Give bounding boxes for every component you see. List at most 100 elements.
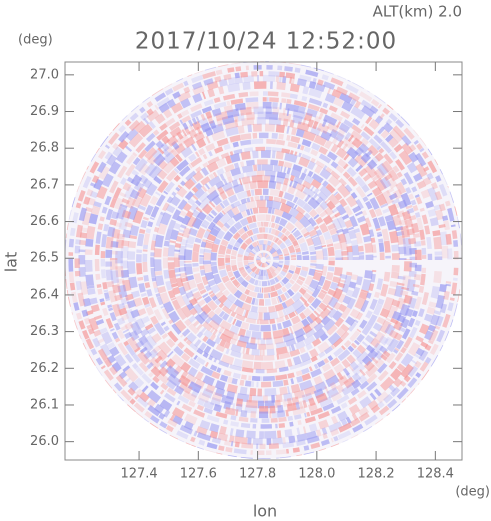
field-cell [418, 308, 425, 318]
field-cell [322, 402, 335, 412]
field-cell [288, 311, 297, 319]
field-cell [209, 327, 215, 334]
field-cell [359, 380, 370, 390]
field-cell [357, 374, 368, 384]
field-cell [150, 240, 157, 251]
field-cell [215, 344, 226, 353]
field-cell [315, 392, 328, 404]
field-cell [443, 290, 450, 300]
field-cell [410, 199, 417, 206]
field-cell [372, 255, 377, 258]
field-cell [285, 221, 295, 232]
field-cell [230, 203, 236, 209]
field-cell [388, 329, 399, 340]
y-tick-label: 27.0 [30, 67, 59, 82]
field-cell [343, 376, 356, 389]
field-cell [217, 432, 228, 442]
field-cell [447, 183, 455, 188]
field-cell [224, 280, 235, 292]
field-cell [242, 353, 255, 361]
field-cell [245, 317, 257, 324]
field-cell [162, 301, 175, 314]
field-cell [227, 243, 234, 250]
field-cell [135, 142, 146, 154]
field-cell [370, 98, 380, 107]
field-cell [231, 179, 239, 188]
field-cell [301, 251, 309, 255]
field-cell [188, 358, 201, 369]
field-cell [333, 301, 342, 311]
field-cell [421, 292, 429, 306]
field-cell [265, 244, 268, 251]
field-cell [250, 381, 255, 388]
field-cell [413, 139, 419, 145]
field-cell [270, 222, 276, 229]
field-cell [88, 213, 99, 225]
field-cell [211, 391, 223, 402]
field-cell [237, 257, 243, 262]
field-cell [101, 173, 114, 188]
field-cell [302, 426, 307, 434]
field-cell [283, 161, 293, 169]
field-cell [303, 231, 310, 238]
field-cell [124, 145, 133, 152]
field-cell [195, 116, 201, 124]
field-cell [384, 323, 396, 336]
field-cell [238, 92, 249, 98]
field-cell [120, 260, 129, 269]
field-cell [327, 266, 335, 272]
field-cell [358, 411, 370, 422]
field-cell [320, 289, 328, 295]
field-cell [244, 265, 251, 270]
field-cell [319, 168, 332, 180]
field-cell [82, 297, 91, 307]
y-tick-label: 26.6 [30, 214, 59, 229]
field-cell [133, 377, 145, 389]
field-cell [283, 392, 293, 402]
field-cell [178, 375, 191, 387]
field-cell [381, 228, 390, 242]
field-cell [393, 143, 403, 153]
field-cell [182, 202, 192, 212]
field-cell [170, 102, 184, 114]
field-cell [391, 244, 400, 252]
field-cell [395, 181, 407, 195]
x-tick-label: 127.6 [180, 467, 217, 482]
field-cell [183, 80, 189, 87]
field-cell [102, 307, 109, 317]
field-cell [223, 178, 228, 186]
field-cell [274, 269, 280, 275]
field-cell [329, 214, 337, 221]
field-cell [327, 87, 332, 95]
field-cell [125, 163, 136, 177]
field-cell [323, 368, 336, 381]
field-cell [165, 117, 176, 127]
field-cell [151, 149, 163, 161]
field-cell [130, 321, 143, 336]
field-cell [385, 255, 391, 259]
field-cell [181, 215, 191, 226]
field-cell [319, 107, 329, 115]
field-cell [256, 199, 266, 208]
field-cell [289, 174, 295, 182]
field-cell [165, 379, 177, 390]
field-cell [393, 320, 404, 331]
field-cell [289, 215, 298, 225]
field-cell [204, 183, 211, 190]
field-cell [171, 191, 177, 197]
field-cell [244, 237, 253, 246]
field-cell [276, 239, 283, 246]
field-cell [238, 266, 245, 272]
field-cell [278, 366, 289, 373]
field-cell [131, 195, 143, 208]
field-cell [131, 290, 141, 299]
field-cell [154, 275, 165, 287]
field-cell [271, 207, 275, 215]
field-cell [274, 360, 286, 370]
field-cell [346, 146, 359, 159]
field-cell [310, 157, 316, 164]
field-cell [301, 95, 308, 102]
field-cell [284, 428, 293, 438]
field-cell [367, 144, 379, 157]
field-cell [433, 270, 442, 284]
